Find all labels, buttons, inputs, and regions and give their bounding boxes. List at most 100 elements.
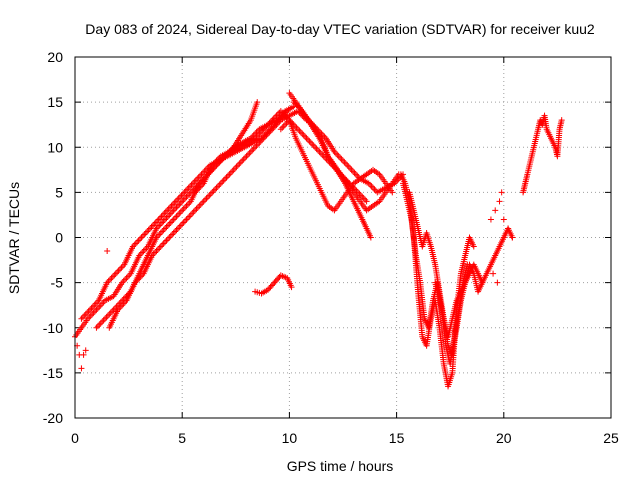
data-point [141, 231, 148, 238]
data-point [202, 196, 209, 203]
data-point [319, 132, 326, 139]
data-point [109, 273, 116, 280]
data-point [247, 148, 254, 155]
data-point [164, 236, 171, 243]
data-point [223, 174, 230, 181]
data-point [302, 133, 309, 140]
data-point [134, 239, 141, 246]
data-point [294, 126, 301, 133]
data-point [138, 234, 145, 241]
data-point [117, 303, 124, 310]
y-tick-label: -20 [43, 410, 63, 426]
data-point [487, 216, 494, 223]
data-point [224, 172, 231, 179]
data-point [275, 275, 282, 282]
data-point [239, 157, 246, 164]
data-point [222, 175, 229, 182]
data-point [135, 237, 142, 244]
data-point [500, 216, 507, 223]
data-point [273, 276, 280, 283]
data-point [210, 187, 217, 194]
data-point [182, 204, 189, 211]
data-point [341, 159, 348, 166]
data-point [246, 150, 253, 157]
data-point [184, 214, 191, 221]
data-point [147, 225, 154, 232]
data-point [233, 163, 240, 170]
data-point [234, 162, 241, 169]
data-point [93, 324, 100, 331]
data-point [249, 147, 256, 154]
data-point [232, 165, 239, 172]
data-point [169, 217, 176, 224]
y-axis-label: SDTVAR / TECUs [6, 182, 22, 294]
data-point [177, 208, 184, 215]
data-point [149, 222, 156, 229]
data-point [173, 226, 180, 233]
data-point [270, 281, 277, 288]
data-point [342, 160, 349, 167]
data-point [272, 278, 279, 285]
data-point [148, 223, 155, 230]
x-tick-label: 25 [603, 430, 619, 446]
data-point [389, 189, 396, 196]
x-tick-label: 15 [389, 430, 405, 446]
data-point [100, 317, 107, 324]
data-point [163, 237, 170, 244]
data-point [167, 232, 174, 239]
data-point [78, 315, 85, 322]
data-point [179, 207, 186, 214]
y-tick-label: -5 [51, 275, 64, 291]
data-point [177, 222, 184, 229]
data-point [277, 126, 284, 133]
data-point [139, 249, 146, 256]
data-point [236, 160, 243, 167]
data-point [197, 201, 204, 208]
data-point [186, 213, 193, 220]
data-point [99, 300, 106, 307]
points-layer [72, 90, 565, 390]
data-point [144, 228, 151, 235]
data-point [166, 234, 173, 241]
y-tick-label: -10 [43, 320, 63, 336]
data-point [470, 243, 477, 250]
data-point [307, 139, 314, 146]
data-point [108, 275, 115, 282]
data-point [176, 223, 183, 230]
data-point [310, 142, 317, 149]
plot-frame [74, 56, 612, 419]
data-point [244, 151, 251, 158]
data-point [172, 214, 179, 221]
data-point [340, 157, 346, 164]
data-point [157, 229, 164, 236]
data-point [268, 282, 275, 289]
data-point [159, 228, 166, 235]
data-point [163, 223, 170, 230]
data-point [297, 129, 304, 136]
chart-title: Day 083 of 2024, Sidereal Day-to-day VTE… [85, 21, 595, 37]
data-point [162, 225, 169, 232]
data-point [153, 248, 160, 255]
data-point [160, 226, 167, 233]
data-point [306, 138, 313, 145]
data-point [120, 300, 127, 307]
data-point [348, 166, 355, 173]
y-tick-label: 20 [47, 49, 63, 65]
data-point [226, 171, 233, 178]
data-point [180, 205, 187, 212]
data-point [363, 198, 370, 205]
data-point [352, 171, 359, 178]
data-point [370, 184, 377, 191]
data-point [212, 186, 219, 193]
x-tick-label: 5 [178, 430, 186, 446]
data-point [192, 207, 199, 214]
data-point [172, 228, 179, 235]
data-point [102, 315, 109, 322]
data-point [104, 248, 111, 255]
data-point [170, 229, 177, 236]
data-point [337, 154, 344, 161]
data-point [97, 320, 104, 327]
y-tick-label: 15 [47, 94, 63, 110]
data-point [338, 156, 345, 163]
data-point [335, 153, 342, 160]
